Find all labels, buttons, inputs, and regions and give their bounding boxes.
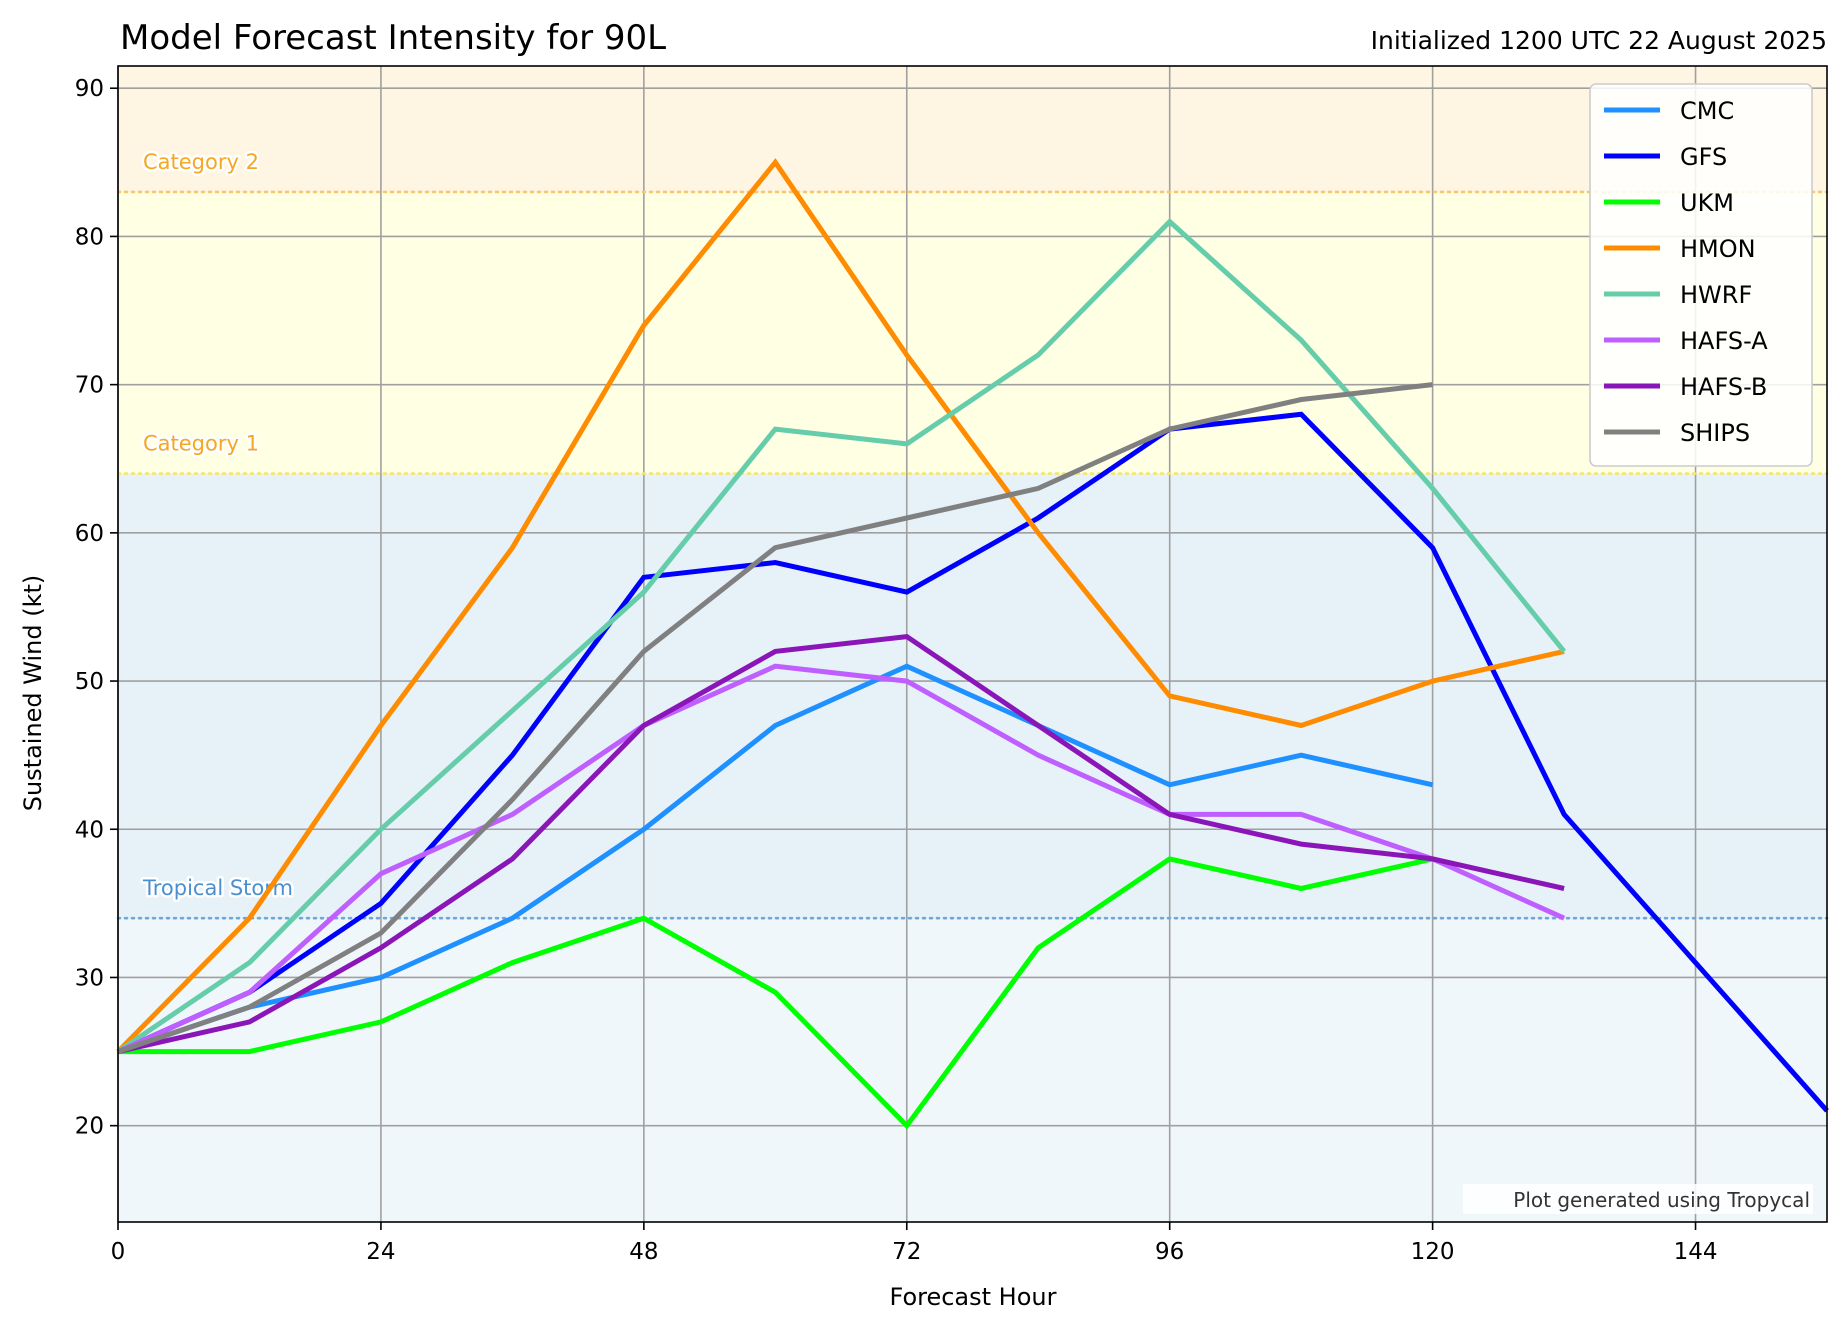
x-tick-label: 24 (366, 1239, 395, 1265)
series-line-hmon (116, 158, 1565, 1054)
legend-label: CMC (1680, 97, 1734, 125)
y-tick-label: 30 (75, 965, 104, 991)
y-axis-ticks: 20 30 40 50 60 70 80 90 (75, 76, 118, 1140)
x-tick-label: 48 (629, 1239, 658, 1265)
legend-label: HWRF (1680, 281, 1752, 309)
x-tick-label: 0 (111, 1239, 126, 1265)
credit-background (1463, 1184, 1813, 1214)
threshold-label: Category 2 (143, 150, 259, 174)
y-tick-label: 70 (75, 373, 104, 399)
y-tick-label: 60 (75, 521, 104, 547)
legend-label: HMON (1680, 235, 1756, 263)
threshold-label: Category 1 (143, 432, 259, 456)
x-tick-label: 72 (892, 1239, 921, 1265)
plot-frame (117, 65, 1828, 1223)
chart-title: Model Forecast Intensity for 90L (120, 18, 666, 58)
y-tick-label: 20 (75, 1114, 104, 1140)
series-line-cmc (117, 663, 1434, 1054)
legend-box (1589, 83, 1813, 467)
series-line-gfs (116, 411, 1829, 1113)
x-tick-label: 144 (1674, 1239, 1718, 1265)
series-line-hafs-a (116, 663, 1566, 1054)
x-axis-ticks: 0 24 48 72 96 120 144 (111, 1222, 1718, 1265)
x-tick-label: 120 (1411, 1239, 1455, 1265)
y-tick-label: 80 (75, 224, 104, 250)
y-tick-label: 50 (75, 669, 104, 695)
legend-label: HAFS-A (1680, 327, 1768, 355)
legend: CMC GFS UKM HMON HWRF HAFS-A HAFS-B SHIPS (1589, 83, 1813, 467)
x-tick-label: 96 (1155, 1239, 1184, 1265)
y-tick-label: 40 (75, 817, 104, 843)
x-axis-label: Forecast Hour (890, 1283, 1057, 1311)
legend-label: HAFS-B (1680, 373, 1767, 401)
intensity-bands (118, 66, 1827, 1222)
chart-subtitle: Initialized 1200 UTC 22 August 2025 (1371, 26, 1827, 55)
series-line-ships (117, 382, 1433, 1054)
series-line-hwrf (116, 218, 1567, 1054)
legend-label: GFS (1680, 143, 1727, 171)
y-tick-label: 90 (75, 76, 104, 102)
model-series (116, 158, 1829, 1130)
band-category-2 (118, 66, 1827, 192)
legend-label: UKM (1680, 189, 1734, 217)
series-line-ukm (118, 856, 1434, 1130)
band-below-ts (118, 918, 1827, 1222)
series-line-hafs-b (117, 634, 1565, 1055)
y-axis-label: Sustained Wind (kt) (19, 575, 47, 812)
legend-label: SHIPS (1680, 419, 1750, 447)
credit-text: Plot generated using Tropycal (1513, 1188, 1810, 1212)
band-category-1 (118, 191, 1827, 474)
